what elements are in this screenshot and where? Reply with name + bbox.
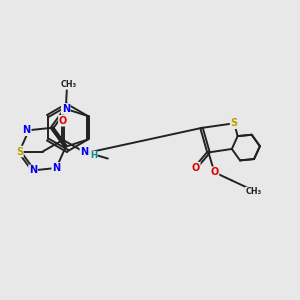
Text: N: N bbox=[80, 146, 88, 157]
Text: N: N bbox=[22, 125, 31, 135]
Text: N: N bbox=[29, 165, 37, 176]
Text: S: S bbox=[231, 118, 238, 128]
Text: S: S bbox=[16, 146, 23, 157]
Text: N: N bbox=[62, 104, 70, 114]
Text: CH₃: CH₃ bbox=[246, 188, 262, 196]
Text: H: H bbox=[90, 152, 97, 160]
Text: N: N bbox=[52, 163, 60, 173]
Text: O: O bbox=[59, 116, 67, 126]
Text: CH₃: CH₃ bbox=[61, 80, 77, 89]
Text: O: O bbox=[191, 163, 200, 172]
Text: O: O bbox=[210, 167, 218, 177]
